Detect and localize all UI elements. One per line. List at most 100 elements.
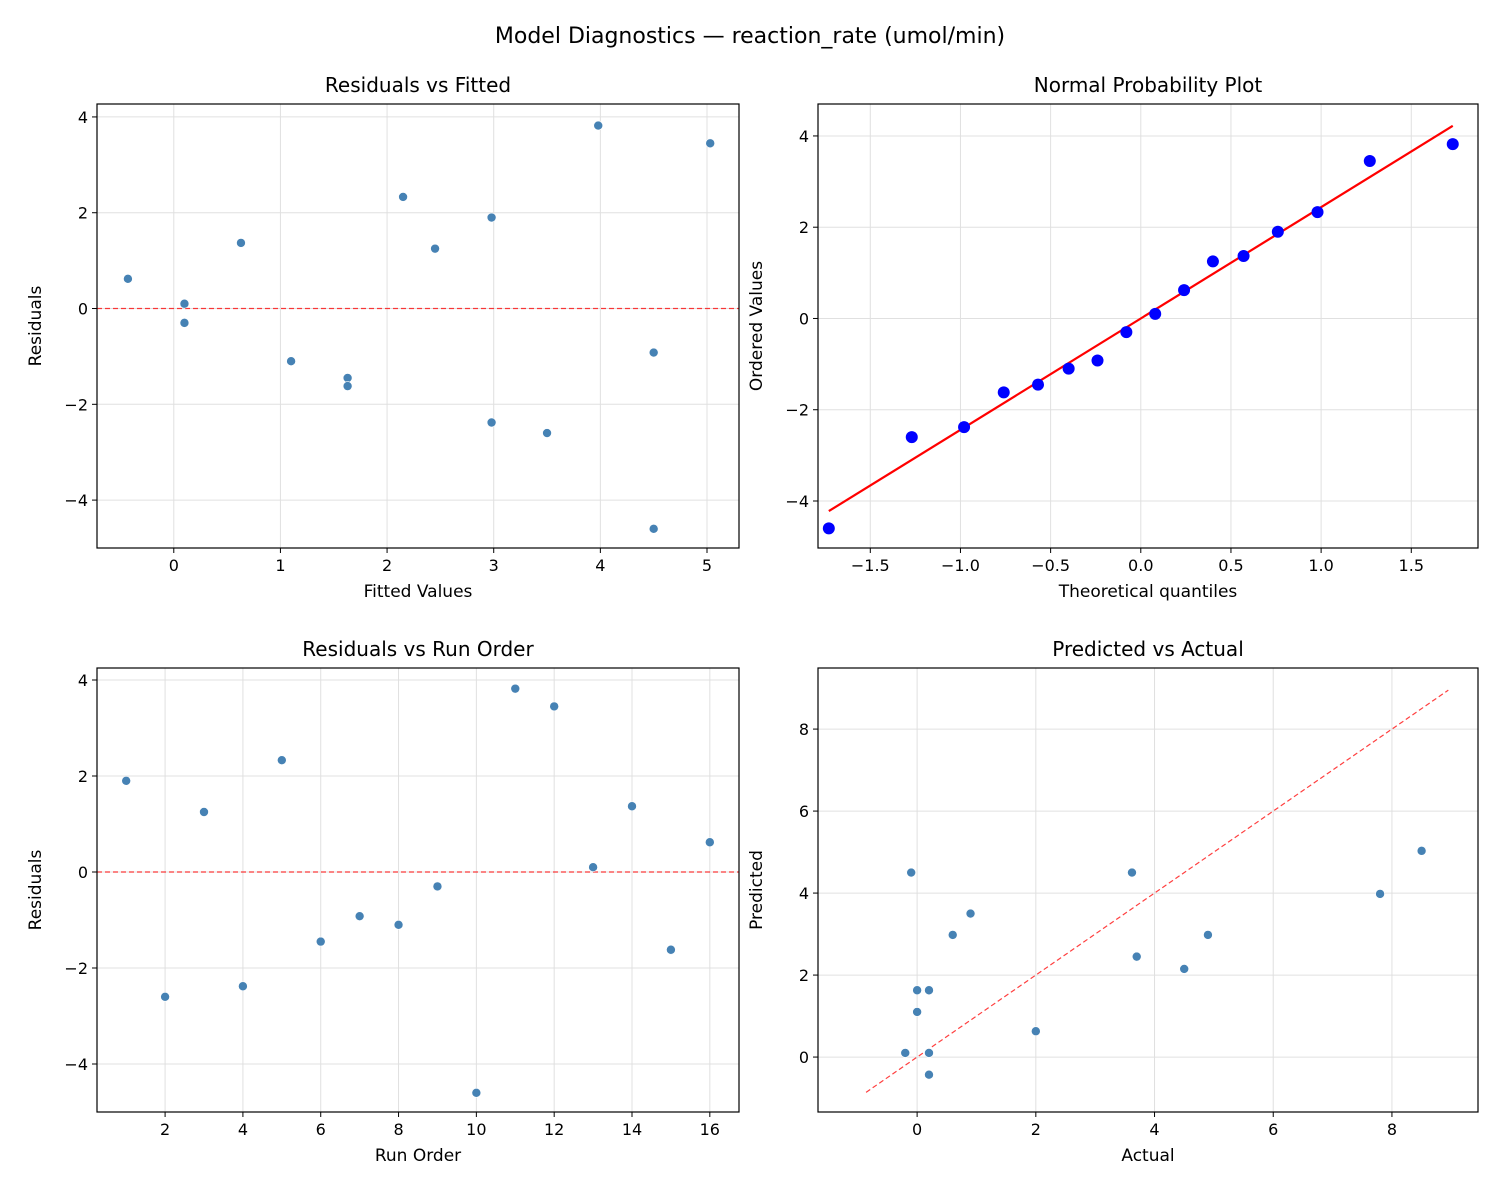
data-point xyxy=(912,1007,922,1017)
y-tick-label: 4 xyxy=(78,108,88,127)
data-point xyxy=(906,867,916,878)
x-tick-label: 0 xyxy=(169,556,179,575)
data-point xyxy=(315,936,326,947)
data-point xyxy=(179,318,190,328)
identity-reference-line xyxy=(865,689,1449,1093)
data-point xyxy=(430,243,440,254)
data-point xyxy=(1062,362,1075,375)
subplot-title: Predicted vs Actual xyxy=(1052,637,1244,661)
data-point xyxy=(1179,964,1190,974)
data-point xyxy=(1203,930,1213,940)
fit-line xyxy=(828,124,1454,513)
data-point xyxy=(1206,255,1219,268)
subplot-1: Residuals vs Fitted 0 1 2 3 4 5 −4 −2 0 2 4 Fitted V… xyxy=(26,73,740,602)
data-point xyxy=(286,356,296,367)
data-point xyxy=(549,701,559,712)
x-tick-label: 4 xyxy=(1149,1120,1159,1139)
data-point xyxy=(997,386,1010,399)
x-tick-label: −0.5 xyxy=(1031,556,1070,575)
data-point xyxy=(1416,846,1427,856)
data-point xyxy=(542,428,552,438)
data-point xyxy=(822,522,835,535)
x-tick-label: 5 xyxy=(702,556,712,575)
data-point xyxy=(1311,206,1324,219)
data-point xyxy=(486,212,497,223)
y-tick-label: 2 xyxy=(78,204,88,223)
data-point xyxy=(1363,155,1376,168)
data-point xyxy=(900,1048,911,1058)
data-point xyxy=(965,908,976,919)
y-tick-label: 0 xyxy=(78,300,88,319)
x-axis-label: Fitted Values xyxy=(364,582,473,602)
x-tick-label: 0.5 xyxy=(1218,556,1243,575)
data-point xyxy=(236,238,246,248)
x-tick-label: 0.0 xyxy=(1128,556,1153,575)
data-point xyxy=(924,985,934,996)
subplot-title: Residuals vs Run Order xyxy=(302,637,534,661)
data-point xyxy=(1375,889,1385,899)
y-axis-label: Residuals xyxy=(26,286,46,367)
data-point xyxy=(1149,307,1162,320)
data-point xyxy=(510,683,521,694)
y-tick-label: 2 xyxy=(799,966,809,985)
subplot-title: Normal Probability Plot xyxy=(1034,73,1263,97)
data-point xyxy=(912,985,922,996)
x-tick-label: 0 xyxy=(912,1120,922,1139)
data-point xyxy=(924,1048,934,1058)
y-tick-label: 0 xyxy=(799,1048,809,1067)
y-tick-label: 4 xyxy=(799,127,809,146)
subplot-3: Residuals vs Run Order 2 4 6 8 10 12 14 16 −4 −2 0 2… xyxy=(26,637,740,1166)
data-point xyxy=(648,347,659,358)
axes-frame xyxy=(817,667,1479,1113)
data-point xyxy=(342,373,353,383)
data-point xyxy=(1237,249,1250,262)
data-point xyxy=(393,919,404,930)
data-point xyxy=(1127,867,1137,878)
x-tick-label: −1.5 xyxy=(851,556,890,575)
data-point xyxy=(471,1088,482,1098)
y-tick-label: 2 xyxy=(78,767,88,786)
data-point xyxy=(666,944,676,955)
data-point xyxy=(238,981,248,992)
data-point xyxy=(1032,378,1044,391)
subplot-2: Normal Probability Plot −1.5 −1.0 −0.5 0.0 0.… xyxy=(747,73,1479,602)
data-point xyxy=(123,274,133,284)
data-point xyxy=(342,381,353,391)
y-axis-label: Predicted xyxy=(747,850,767,930)
figure-title: Model Diagnostics — reaction_rate (umol/… xyxy=(495,24,1005,49)
data-point xyxy=(1271,225,1284,238)
data-point xyxy=(705,837,715,848)
data-point xyxy=(588,862,598,873)
x-tick-label: 2 xyxy=(382,556,392,575)
data-point xyxy=(958,421,971,434)
data-point xyxy=(1091,354,1104,367)
y-tick-label: −2 xyxy=(64,395,88,414)
x-tick-label: 10 xyxy=(466,1120,486,1139)
x-axis-label: Actual xyxy=(1121,1146,1174,1166)
y-tick-label: −4 xyxy=(785,492,809,511)
subplot-4: Predicted vs Actual 0 2 4 6 8 0 2 4 6 8 Actual Predi… xyxy=(747,637,1479,1166)
x-tick-label: 4 xyxy=(238,1120,248,1139)
data-point xyxy=(593,120,604,131)
x-tick-label: 3 xyxy=(489,556,499,575)
y-tick-label: −2 xyxy=(64,959,88,978)
x-tick-label: 2 xyxy=(1031,1120,1041,1139)
axes-frame xyxy=(96,103,740,549)
data-point xyxy=(1178,284,1191,297)
y-tick-label: 0 xyxy=(799,309,809,328)
y-tick-label: −4 xyxy=(64,491,88,510)
data-point xyxy=(160,991,170,1002)
data-point xyxy=(705,138,716,149)
axes-frame xyxy=(817,103,1479,549)
y-tick-label: −4 xyxy=(64,1055,88,1074)
data-point xyxy=(398,192,408,202)
x-axis-label: Theoretical quantiles xyxy=(1058,582,1238,602)
x-tick-label: 12 xyxy=(544,1120,564,1139)
y-tick-label: 4 xyxy=(799,884,809,903)
axes-frame xyxy=(96,667,740,1113)
data-point xyxy=(947,930,958,940)
data-point xyxy=(121,775,131,786)
x-tick-label: 1.5 xyxy=(1399,556,1424,575)
x-axis-label: Run Order xyxy=(375,1146,461,1166)
